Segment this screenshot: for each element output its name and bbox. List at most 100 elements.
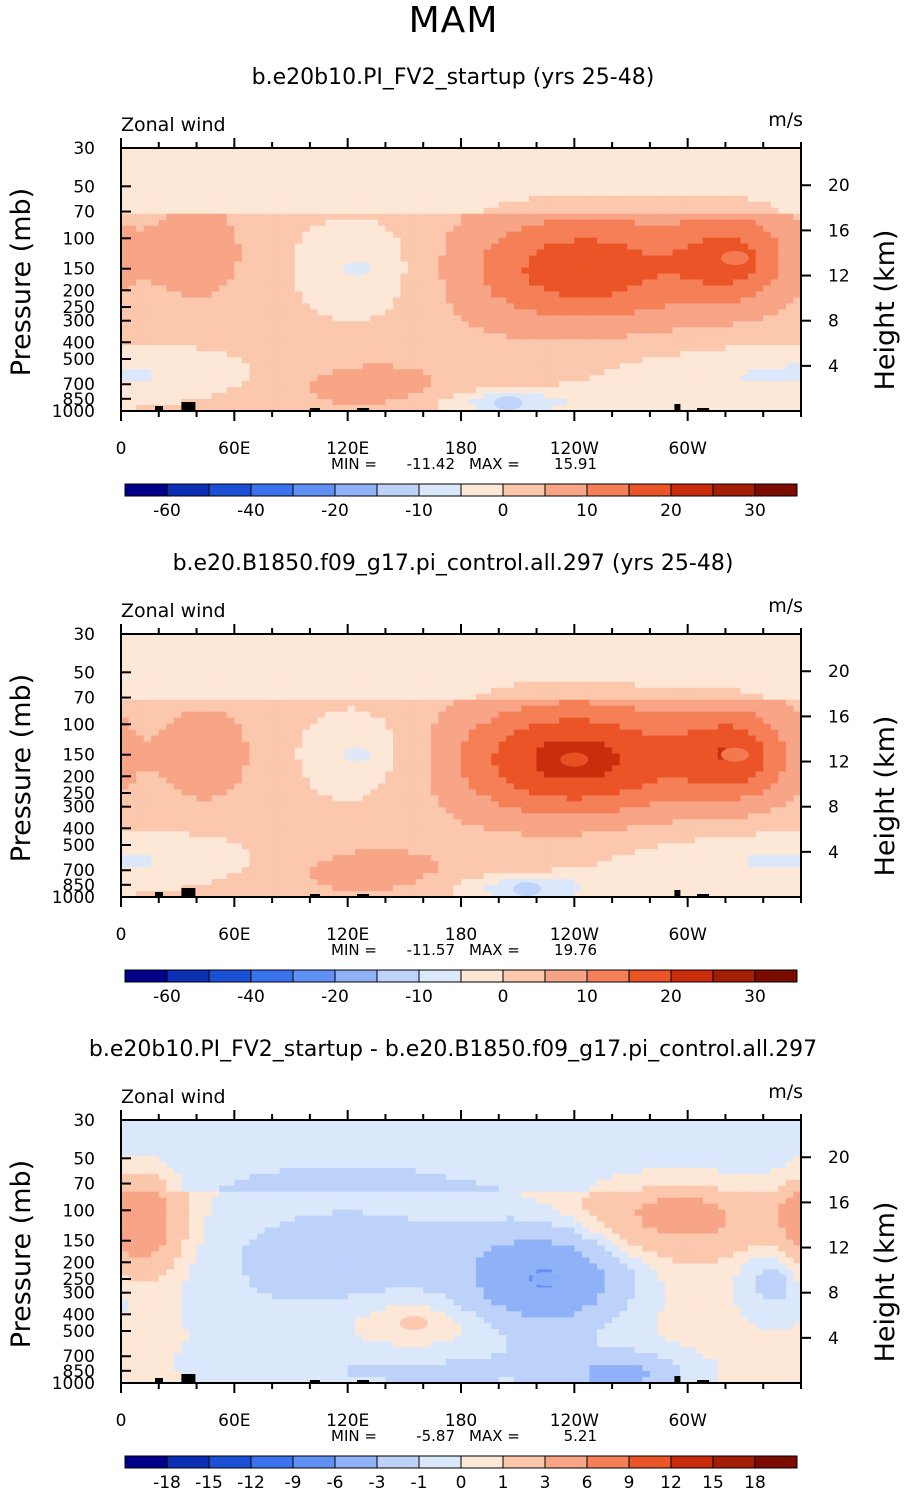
pressure-tick-label: 200	[63, 281, 95, 301]
contour-field	[121, 148, 801, 411]
colorbar-label: 0	[498, 501, 509, 521]
pressure-tick-label: 250	[63, 784, 95, 804]
topography-mark	[309, 894, 320, 897]
lon-tick-label: 0	[116, 1411, 127, 1431]
colorbar-label: -60	[153, 987, 181, 1007]
height-tick-label: 20	[828, 1148, 850, 1168]
lon-tick-label: 0	[116, 925, 127, 945]
data-feature-3	[720, 251, 749, 265]
topography-mark	[181, 888, 196, 897]
height-tick-label: 20	[828, 176, 850, 196]
colorbar-label: -40	[237, 501, 265, 521]
height-tick-label: 8	[828, 1284, 839, 1304]
data-feature-1	[343, 747, 372, 762]
colorbar-swatch	[544, 969, 588, 983]
pressure-tick-label: 850	[63, 1362, 95, 1382]
units-label: m/s	[768, 109, 803, 131]
topography-mark	[181, 402, 196, 411]
pressure-tick-label: 500	[63, 1322, 95, 1342]
topography-mark	[357, 408, 370, 411]
colorbar-swatch	[670, 483, 714, 497]
min-value: -11.42	[407, 455, 455, 473]
colorbar-swatch	[460, 969, 504, 983]
pressure-tick-label: 850	[63, 876, 95, 896]
colorbar-label: 6	[582, 1473, 593, 1493]
colorbar-label: 0	[456, 1473, 467, 1493]
colorbar: -60 -40 -20 -10 0 10 20 30	[124, 483, 798, 521]
colorbar-label: 20	[660, 987, 682, 1007]
max-label: MAX =	[469, 941, 520, 959]
colorbar-swatch	[712, 1455, 756, 1469]
colorbar-swatch	[670, 969, 714, 983]
pressure-tick-label: 150	[63, 1232, 95, 1252]
data-feature-3	[720, 747, 749, 762]
pressure-tick-label: 100	[63, 715, 95, 735]
units-label: m/s	[768, 1081, 803, 1103]
max-value: 19.76	[554, 941, 597, 959]
colorbar-swatch	[754, 969, 798, 983]
colorbar-label: 10	[576, 501, 598, 521]
colorbar-swatch	[628, 969, 672, 983]
colorbar-label: -20	[321, 501, 349, 521]
colorbar-swatch	[628, 1455, 672, 1469]
colorbar-label: 10	[576, 987, 598, 1007]
topography-mark	[697, 1380, 710, 1383]
colorbar-label: -40	[237, 987, 265, 1007]
min-label: MIN =	[331, 1427, 377, 1445]
min-value: -5.87	[416, 1427, 455, 1445]
data-feature-6	[494, 396, 523, 411]
lon-tick-label: 60W	[668, 439, 707, 459]
topography-mark	[181, 1374, 196, 1383]
data-feature-6	[399, 1316, 428, 1331]
colorbar-swatch	[292, 483, 336, 497]
pressure-tick-label: 250	[63, 298, 95, 318]
variable-label: Zonal wind	[121, 600, 226, 622]
chart-title: b.e20b10.PI_FV2_startup (yrs 25-48)	[252, 65, 655, 90]
colorbar-label: -3	[369, 1473, 386, 1493]
topography-mark	[155, 406, 163, 411]
pressure-tick-label: 200	[63, 1253, 95, 1273]
height-tick-label: 16	[828, 221, 850, 241]
data-feature-4	[664, 1210, 693, 1225]
colorbar-swatch	[124, 1455, 168, 1469]
colorbar-swatch	[250, 969, 294, 983]
data-feature-2	[560, 752, 589, 767]
variable-label: Zonal wind	[121, 1086, 226, 1108]
pressure-tick-label: 500	[63, 836, 95, 856]
pressure-tick-label: 1000	[52, 888, 95, 908]
colorbar-swatch	[376, 969, 420, 983]
height-tick-label: 12	[828, 753, 850, 773]
colorbar-swatch	[124, 483, 168, 497]
chart-panel-3: b.e20b10.PI_FV2_startup - b.e20.B1850.f0…	[6, 1037, 901, 1493]
colorbar-swatch	[376, 483, 420, 497]
colorbar-label: 20	[660, 501, 682, 521]
colorbar-label: 1	[498, 1473, 509, 1493]
max-value: 5.21	[564, 1427, 597, 1445]
pressure-tick-label: 700	[63, 375, 95, 395]
topography-mark	[155, 892, 163, 897]
height-tick-label: 8	[828, 312, 839, 332]
colorbar-swatch	[166, 483, 210, 497]
y-axis-right-title: Height (km)	[870, 230, 901, 391]
colorbar-swatch	[544, 1455, 588, 1469]
colorbar: -18 -15 -12 -9 -6 -3 -1 0 1 3 6 9 12 15 18	[124, 1455, 798, 1493]
colorbar-label: 30	[744, 501, 766, 521]
min-label: MIN =	[331, 941, 377, 959]
lon-tick-label: 120E	[326, 439, 369, 459]
colorbar-swatch	[292, 969, 336, 983]
pressure-tick-label: 850	[63, 390, 95, 410]
topography-mark	[697, 408, 710, 411]
topography-mark	[697, 894, 710, 897]
colorbar-swatch	[460, 1455, 504, 1469]
lon-tick-label: 120E	[326, 1411, 369, 1431]
height-tick-label: 16	[828, 1193, 850, 1213]
topography	[155, 1374, 710, 1383]
colorbar-label: 3	[540, 1473, 551, 1493]
chart-panel-1: b.e20b10.PI_FV2_startup (yrs 25-48) Zonal…	[6, 65, 901, 521]
topography	[155, 402, 710, 411]
y-axis-left-title: Pressure (mb)	[6, 1160, 37, 1348]
contour-field	[121, 1120, 801, 1383]
pressure-tick-label: 400	[63, 819, 95, 839]
colorbar-label: -9	[285, 1473, 302, 1493]
lon-tick-label: 120E	[326, 925, 369, 945]
